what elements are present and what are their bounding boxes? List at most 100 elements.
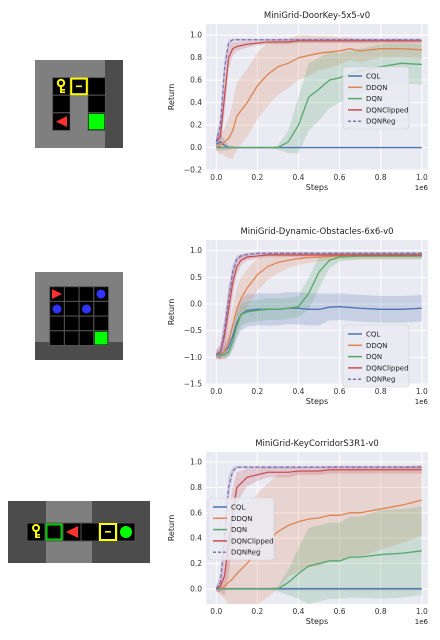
y-tick-label: 0.2 <box>190 121 202 130</box>
x-tick-label: 0.0 <box>210 387 222 396</box>
keycorridor-grid <box>8 501 150 563</box>
legend-label: DDQN <box>231 515 253 523</box>
chart-title: MiniGrid-Dynamic-Obstacles-6x6-v0 <box>240 227 393 237</box>
dynamic-obstacles-grid <box>35 272 123 360</box>
x-tick-label: 0.6 <box>334 173 346 182</box>
goal-icon <box>94 331 108 345</box>
legend-label: DQN <box>366 353 382 361</box>
x-tick-label: 0.0 <box>210 173 222 182</box>
x-tick-label: 0.8 <box>375 387 387 396</box>
y-tick-label: 0.4 <box>190 98 202 107</box>
legend-label: DQNClipped <box>231 537 274 545</box>
y-tick-label: 0.0 <box>190 300 202 309</box>
env-doorkey-thumbnail <box>35 60 123 148</box>
series-line-dqnreg <box>215 252 422 356</box>
obstacle-icon <box>96 289 106 299</box>
y-tick-label: 0.0 <box>190 584 202 593</box>
x-axis-label: Steps <box>306 397 328 406</box>
series-line-dqnclipped <box>215 40 422 143</box>
x-tick-label: 0.4 <box>293 387 305 396</box>
x-tick-label: 0.4 <box>293 173 305 182</box>
y-tick-label: 1.0 <box>190 246 202 255</box>
series-band <box>216 252 422 360</box>
legend-label: DQN <box>231 526 247 534</box>
x-tick-label: 0.8 <box>375 607 387 616</box>
obstacle-icon <box>82 304 91 314</box>
x-tick-label: 0.2 <box>251 607 263 616</box>
y-axis-label: Return <box>167 515 176 542</box>
agent-icon <box>52 289 62 299</box>
x-tick-label: 0.8 <box>375 173 387 182</box>
y-tick-label: 0.2 <box>190 559 202 568</box>
y-tick-label: 0.0 <box>190 143 202 152</box>
y-tick-label: 0.4 <box>190 534 202 543</box>
y-tick-label: −1.0 <box>184 353 202 362</box>
x-tick-label: 0.4 <box>293 607 305 616</box>
chart-title: MiniGrid-DoorKey-5x5-v0 <box>264 11 370 21</box>
legend-label: DQNReg <box>231 549 260 557</box>
door-icon <box>99 523 117 541</box>
ball-goal-icon <box>120 526 132 538</box>
legend-label: CQL <box>366 73 380 81</box>
y-tick-label: 0.5 <box>190 273 202 282</box>
x-tick-label: 1.0 <box>416 387 428 396</box>
x-tick-label: 0.6 <box>334 387 346 396</box>
env-keycorridor-thumbnail <box>8 501 150 563</box>
y-tick-label: 1.0 <box>190 458 202 467</box>
legend-label: CQL <box>366 331 380 339</box>
chart-doorkey: 0.0 0.2 0.4 0.6 0.8 1.0 −0.2 0.0 0.2 0.4 0.6 0.8 1.0… <box>167 11 429 192</box>
x-tick-label: 0.6 <box>334 607 346 616</box>
series-band <box>216 506 422 604</box>
x-axis-label: Steps <box>306 183 328 192</box>
legend-box <box>342 324 410 388</box>
legend-label: DQNReg <box>366 376 395 384</box>
door-open-icon <box>45 523 63 541</box>
y-tick-label: −0.2 <box>184 166 202 175</box>
y-tick-label: −1.5 <box>184 380 202 389</box>
series-band <box>216 35 422 159</box>
legend-label: DQN <box>366 95 382 103</box>
y-tick-label: 0.8 <box>190 483 202 492</box>
key-icon <box>56 78 66 94</box>
x-tick-label: 1.0 <box>416 607 428 616</box>
legend: CQL DDQN DQN DQNClipped DQNReg <box>342 324 410 388</box>
series-line-ddqn <box>216 499 422 590</box>
x-axis-multiplier: 1e6 <box>415 184 429 192</box>
plot-doorkey: 0.0 0.2 0.4 0.6 0.8 1.0 −0.2 0.0 0.2 0.4 0.6 0.8 1.0… <box>160 0 440 200</box>
series-band <box>216 251 422 360</box>
series-line-dqnclipped <box>215 254 422 356</box>
obstacle-icon <box>52 304 62 314</box>
legend-label: DDQN <box>366 84 388 92</box>
series-line-dqn <box>216 550 422 590</box>
series-line-dqnreg <box>215 466 422 590</box>
legend-box <box>207 497 275 561</box>
chart-title: MiniGrid-KeyCorridorS3R1-v0 <box>255 439 379 449</box>
series-band <box>216 465 422 596</box>
x-axis-label: Steps <box>306 617 328 626</box>
y-tick-label: 0.6 <box>190 76 202 85</box>
env-dynamic-obstacles-thumbnail <box>35 272 123 360</box>
series-line-ddqn <box>215 48 422 149</box>
key-icon <box>32 524 40 538</box>
y-tick-label: 0.8 <box>190 53 202 62</box>
x-axis-multiplier: 1e6 <box>415 618 429 626</box>
y-tick-label: 1.0 <box>190 31 202 40</box>
agent-icon <box>66 526 78 538</box>
x-tick-label: 1.0 <box>416 173 428 182</box>
y-tick-label: −0.5 <box>184 326 202 335</box>
legend-label: DQNClipped <box>366 106 409 114</box>
plot-keycorridor: 0.0 0.2 0.4 0.6 0.8 1.0 0.0 0.2 0.4 0.6 0.8 1.0 Mini… <box>160 435 440 635</box>
chart-keycorridor: 0.0 0.2 0.4 0.6 0.8 1.0 0.0 0.2 0.4 0.6 0.8 1.0 Mini… <box>167 439 429 626</box>
legend: CQL DDQN DQN DQNClipped DQNReg <box>342 66 410 130</box>
doorkey-grid <box>35 60 123 148</box>
legend-label: DDQN <box>366 342 388 350</box>
series-line-dqn <box>216 255 422 356</box>
legend-label: CQL <box>231 504 245 512</box>
x-axis-multiplier: 1e6 <box>415 398 429 406</box>
legend-label: DQNClipped <box>366 364 409 372</box>
y-axis-label: Return <box>167 299 176 326</box>
y-tick-label: 0.6 <box>190 508 202 517</box>
x-tick-label: 0.2 <box>251 387 263 396</box>
door-icon <box>70 77 88 96</box>
x-tick-label: 0.2 <box>251 173 263 182</box>
